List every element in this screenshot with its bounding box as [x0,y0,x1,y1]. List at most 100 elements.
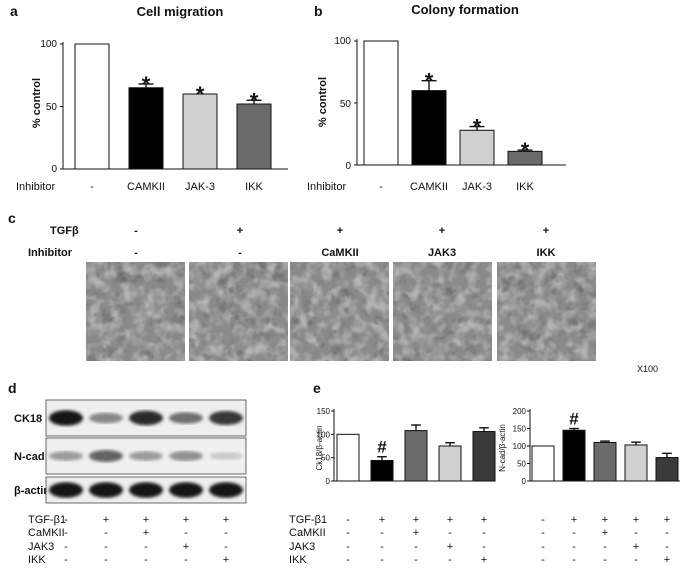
panel-c-inhibitor-2: CaMKII [321,247,358,259]
panel-e-right-cond-3-3: - [634,554,638,566]
panel-a-ytick-100: 100 [40,39,57,50]
western-blot [45,399,247,504]
micrograph-cells-4 [497,262,596,361]
micrograph-cells-2 [290,262,389,361]
panel-c-magnification: X100 [637,364,658,374]
panel-e-right-bar-0 [531,445,555,482]
panel-d-cond-value-2-1: - [104,541,108,553]
panel-a-ylabel: % control [31,78,43,128]
panel-c-inhibitor-1: - [238,247,242,259]
panel-d-conditions: TGF-β1- + + + +CaMKII - - + - -JAK3- - - + -IKK - - - - + [28,514,229,566]
panel-e-right-cond-2-2: - [603,541,607,553]
panel-d-cond-value-3-2: - [144,554,148,566]
panel-c: c TGFβ Inhibitor - + + + + - - CaMKII JAK3 IKK X… [8,210,658,374]
panel-d-cond-value-0-2: + [143,514,149,526]
panel-e-right-bar-3 [624,444,648,482]
panel-e-left-cond-2-0: - [346,541,350,553]
panel-d-cond-value-3-3: - [184,554,188,566]
panel-e-right-cond-3-2: - [603,554,607,566]
panel-d-cond-value-2-0: - [64,541,68,553]
panel-e-left-bar-3 [438,445,462,482]
panel-c-inhibitor-3: JAK3 [428,247,456,259]
panel-a-label: a [10,3,18,19]
panel-e-right-yticks: 0 50 100 150 200 [513,407,527,486]
panel-e-right-bar-4 [655,457,679,482]
blot-band-0-0 [49,410,83,426]
panel-d-cond-value-0-1: + [103,514,109,526]
panel-d-cond-value-1-2: + [143,527,149,539]
panel-c-label: c [8,210,16,226]
blot-label-ck18: CK18 [14,413,42,425]
panel-d-cond-label-2: JAK3 [28,541,54,553]
blot-band-0-1 [89,412,123,424]
panel-b-bars: * * * [363,40,543,166]
panel-e-left-cond-3-1: - [380,554,384,566]
panel-d-cond-label-3: IKK [28,554,46,566]
panel-d-label: d [8,380,17,396]
panel-e-left-bars: # [336,424,496,482]
panel-e-left-cond-1-4: - [482,527,486,539]
panel-a-category-0: - [90,181,94,193]
panel-b-row-label: Inhibitor [307,181,346,193]
panel-e-left-bar-0 [336,433,360,482]
panel-a-bar-2 [182,93,218,170]
panel-c-inhibitor-4: IKK [537,247,556,259]
panel-d-cond-label-1: CaMKII [28,527,65,539]
panel-e-right-cond-3-0: - [541,554,545,566]
panel-e-left-cond-0-0: - [346,514,350,526]
panel-a-bars: * * * [74,43,272,170]
panel-e-right-cond-0-2: + [602,514,608,526]
panel-e-right-ytick-4: 200 [513,407,527,416]
panel-b: b Colony formation % control 0 50 100 **… [307,2,566,193]
panel-b-ytick-0: 0 [345,161,351,172]
panel-a-significance-star-2: * [196,82,205,107]
blot-label-bactin: β-actin [14,485,50,497]
panel-e-cond-label-3: IKK [289,554,307,566]
panel-e-left-bar-4 [472,431,496,482]
panel-d: d CK18 N-cad β-actin TGF-β1- + + + +CaMKII - -… [8,380,247,566]
panel-a-bar-1 [128,87,164,170]
panel-b-bar-3 [507,150,543,166]
blot-band-1-4 [209,452,243,460]
panel-e-right-cond-0-0: - [541,514,545,526]
panel-b-title: Colony formation [411,2,519,17]
panel-e-right-cond-1-4: - [665,527,669,539]
panel-a-bar-0 [74,43,110,170]
panel-c-tgfb-0: - [134,225,138,237]
panel-e-left-bar-2 [404,430,428,482]
panel-b-significance-star-1: * [425,69,434,94]
panel-d-cond-value-3-4: + [223,554,229,566]
panel-d-cond-value-2-2: - [144,541,148,553]
blot-band-1-1 [89,450,123,462]
panel-e-right-cond-0-3: + [633,514,639,526]
panel-e-left-cond-1-1: - [380,527,384,539]
panel-a-significance-star-3: * [250,88,259,113]
blot-label-ncad: N-cad [14,451,45,463]
panel-c-tgfb-2: + [337,225,343,237]
panel-a-significance-star-1: * [142,72,151,97]
panel-e-label: e [313,380,321,396]
panel-e-right-bar-1 [562,429,586,482]
blot-band-0-4 [209,411,243,425]
blot-band-0-2 [129,410,163,426]
panel-d-cond-value-2-4: - [224,541,228,553]
panel-e-left-ytick-0: 0 [326,477,331,486]
panel-d-cond-value-0-3: + [183,514,189,526]
panel-e-right-ytick-1: 50 [517,460,526,469]
panel-e-left-ytick-1: 50 [321,454,330,463]
panel-e-left-significance-hash-1: # [377,438,387,457]
panel-e-left-bar-1 [370,459,394,482]
panel-c-inhibitor-0: - [134,247,138,259]
panel-e-right-cond-0-4: + [664,514,670,526]
panel-c-row2-values: - - CaMKII JAK3 IKK [134,247,555,259]
panel-e-right-cond-1-3: - [634,527,638,539]
panel-b-ytick-50: 50 [340,99,352,110]
panel-e-left-cond-0-2: + [413,514,419,526]
panel-d-cond-value-0-4: + [223,514,229,526]
panel-b-bar-0 [363,40,399,166]
panel-a-title: Cell migration [137,4,224,19]
panel-d-cond-value-3-0: - [64,554,68,566]
panel-b-category-3: IKK [516,181,534,193]
panel-e-right-cond-3-4: + [664,554,670,566]
